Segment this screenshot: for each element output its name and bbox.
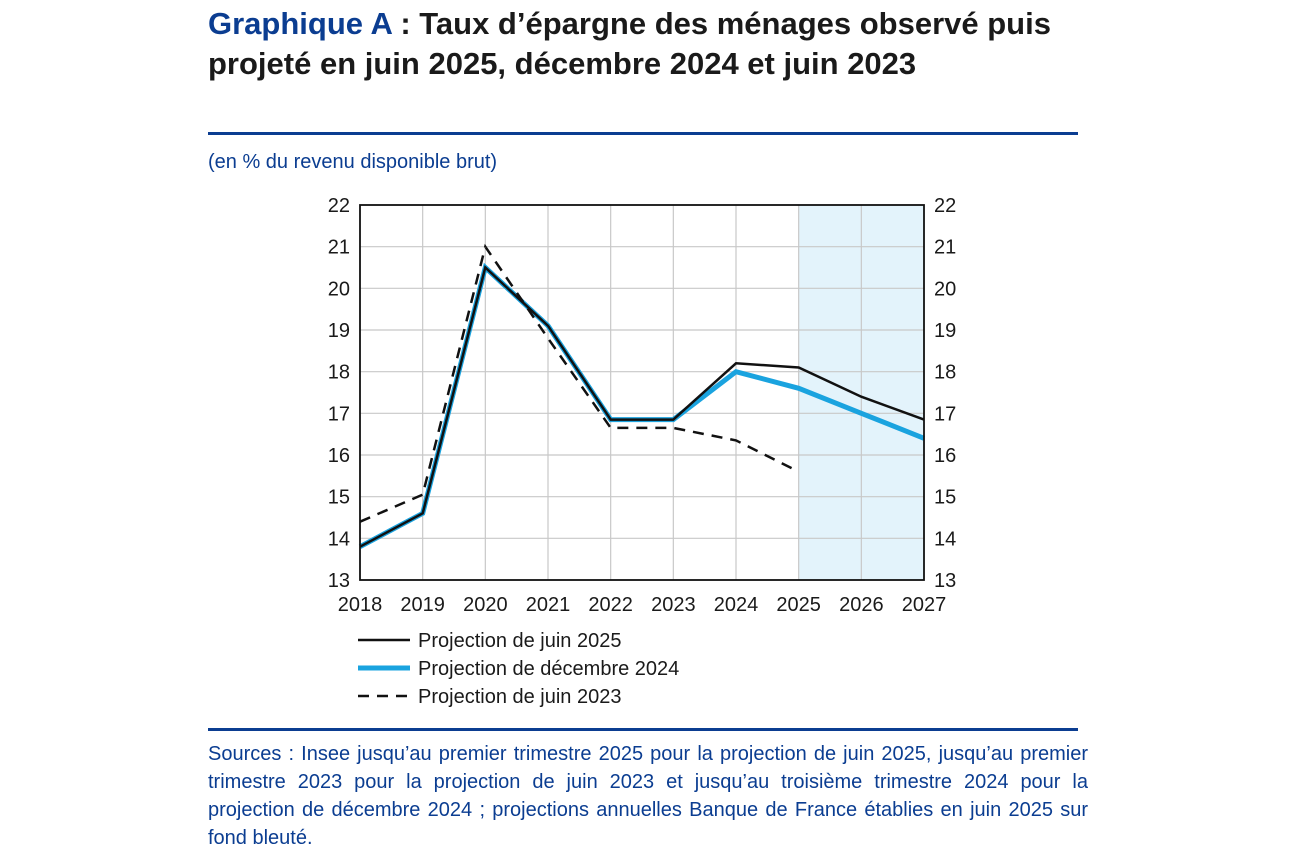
- y-tick-label-left: 16: [328, 445, 350, 467]
- x-tick-label: 2024: [714, 594, 759, 616]
- y-tick-label-right: 17: [934, 403, 956, 425]
- x-tick-label: 2020: [463, 594, 508, 616]
- y-tick-label-left: 15: [328, 487, 350, 509]
- unit-label: (en % du revenu disponible brut): [208, 151, 498, 173]
- y-tick-label-right: 22: [934, 195, 956, 217]
- chart-title: Graphique A : Taux d’épargne des ménages…: [208, 4, 1088, 84]
- source-divider: [208, 728, 1078, 731]
- y-tick-label-right: 14: [934, 528, 956, 550]
- y-tick-label-left: 14: [328, 528, 350, 550]
- x-tick-label: 2023: [651, 594, 696, 616]
- source-note: Sources : Insee jusqu’au premier trimest…: [208, 743, 1088, 849]
- x-tick-label: 2022: [588, 594, 633, 616]
- y-tick-label-right: 15: [934, 487, 956, 509]
- y-tick-label-right: 21: [934, 237, 956, 259]
- legend-label: Projection de juin 2025: [418, 630, 621, 652]
- x-tick-label: 2025: [776, 594, 821, 616]
- x-tick-label: 2021: [526, 594, 571, 616]
- plot-frame: [359, 204, 925, 581]
- title-divider: [208, 132, 1078, 135]
- x-tick-label: 2018: [338, 594, 383, 616]
- x-tick-label: 2026: [839, 594, 884, 616]
- y-tick-label-right: 13: [934, 570, 956, 592]
- legend-label: Projection de décembre 2024: [418, 658, 679, 680]
- y-tick-label-left: 13: [328, 570, 350, 592]
- legend-label: Projection de juin 2023: [418, 686, 621, 708]
- y-tick-label-right: 20: [934, 278, 956, 300]
- chart-title-lead: Graphique A: [208, 6, 392, 41]
- series-line-solid-black: [359, 265, 925, 548]
- y-tick-label-left: 19: [328, 320, 350, 342]
- y-tick-label-left: 17: [328, 403, 350, 425]
- y-tick-label-right: 19: [934, 320, 956, 342]
- y-tick-label-right: 18: [934, 362, 956, 384]
- y-tick-label-right: 16: [934, 445, 956, 467]
- y-tick-label-left: 18: [328, 362, 350, 384]
- y-tick-label-left: 21: [328, 237, 350, 259]
- y-tick-label-left: 20: [328, 278, 350, 300]
- chart-title-rest: : Taux d’épargne des ménages observé pui…: [208, 6, 1051, 81]
- x-tick-label: 2027: [902, 594, 947, 616]
- x-tick-label: 2019: [400, 594, 445, 616]
- y-tick-label-left: 22: [328, 195, 350, 217]
